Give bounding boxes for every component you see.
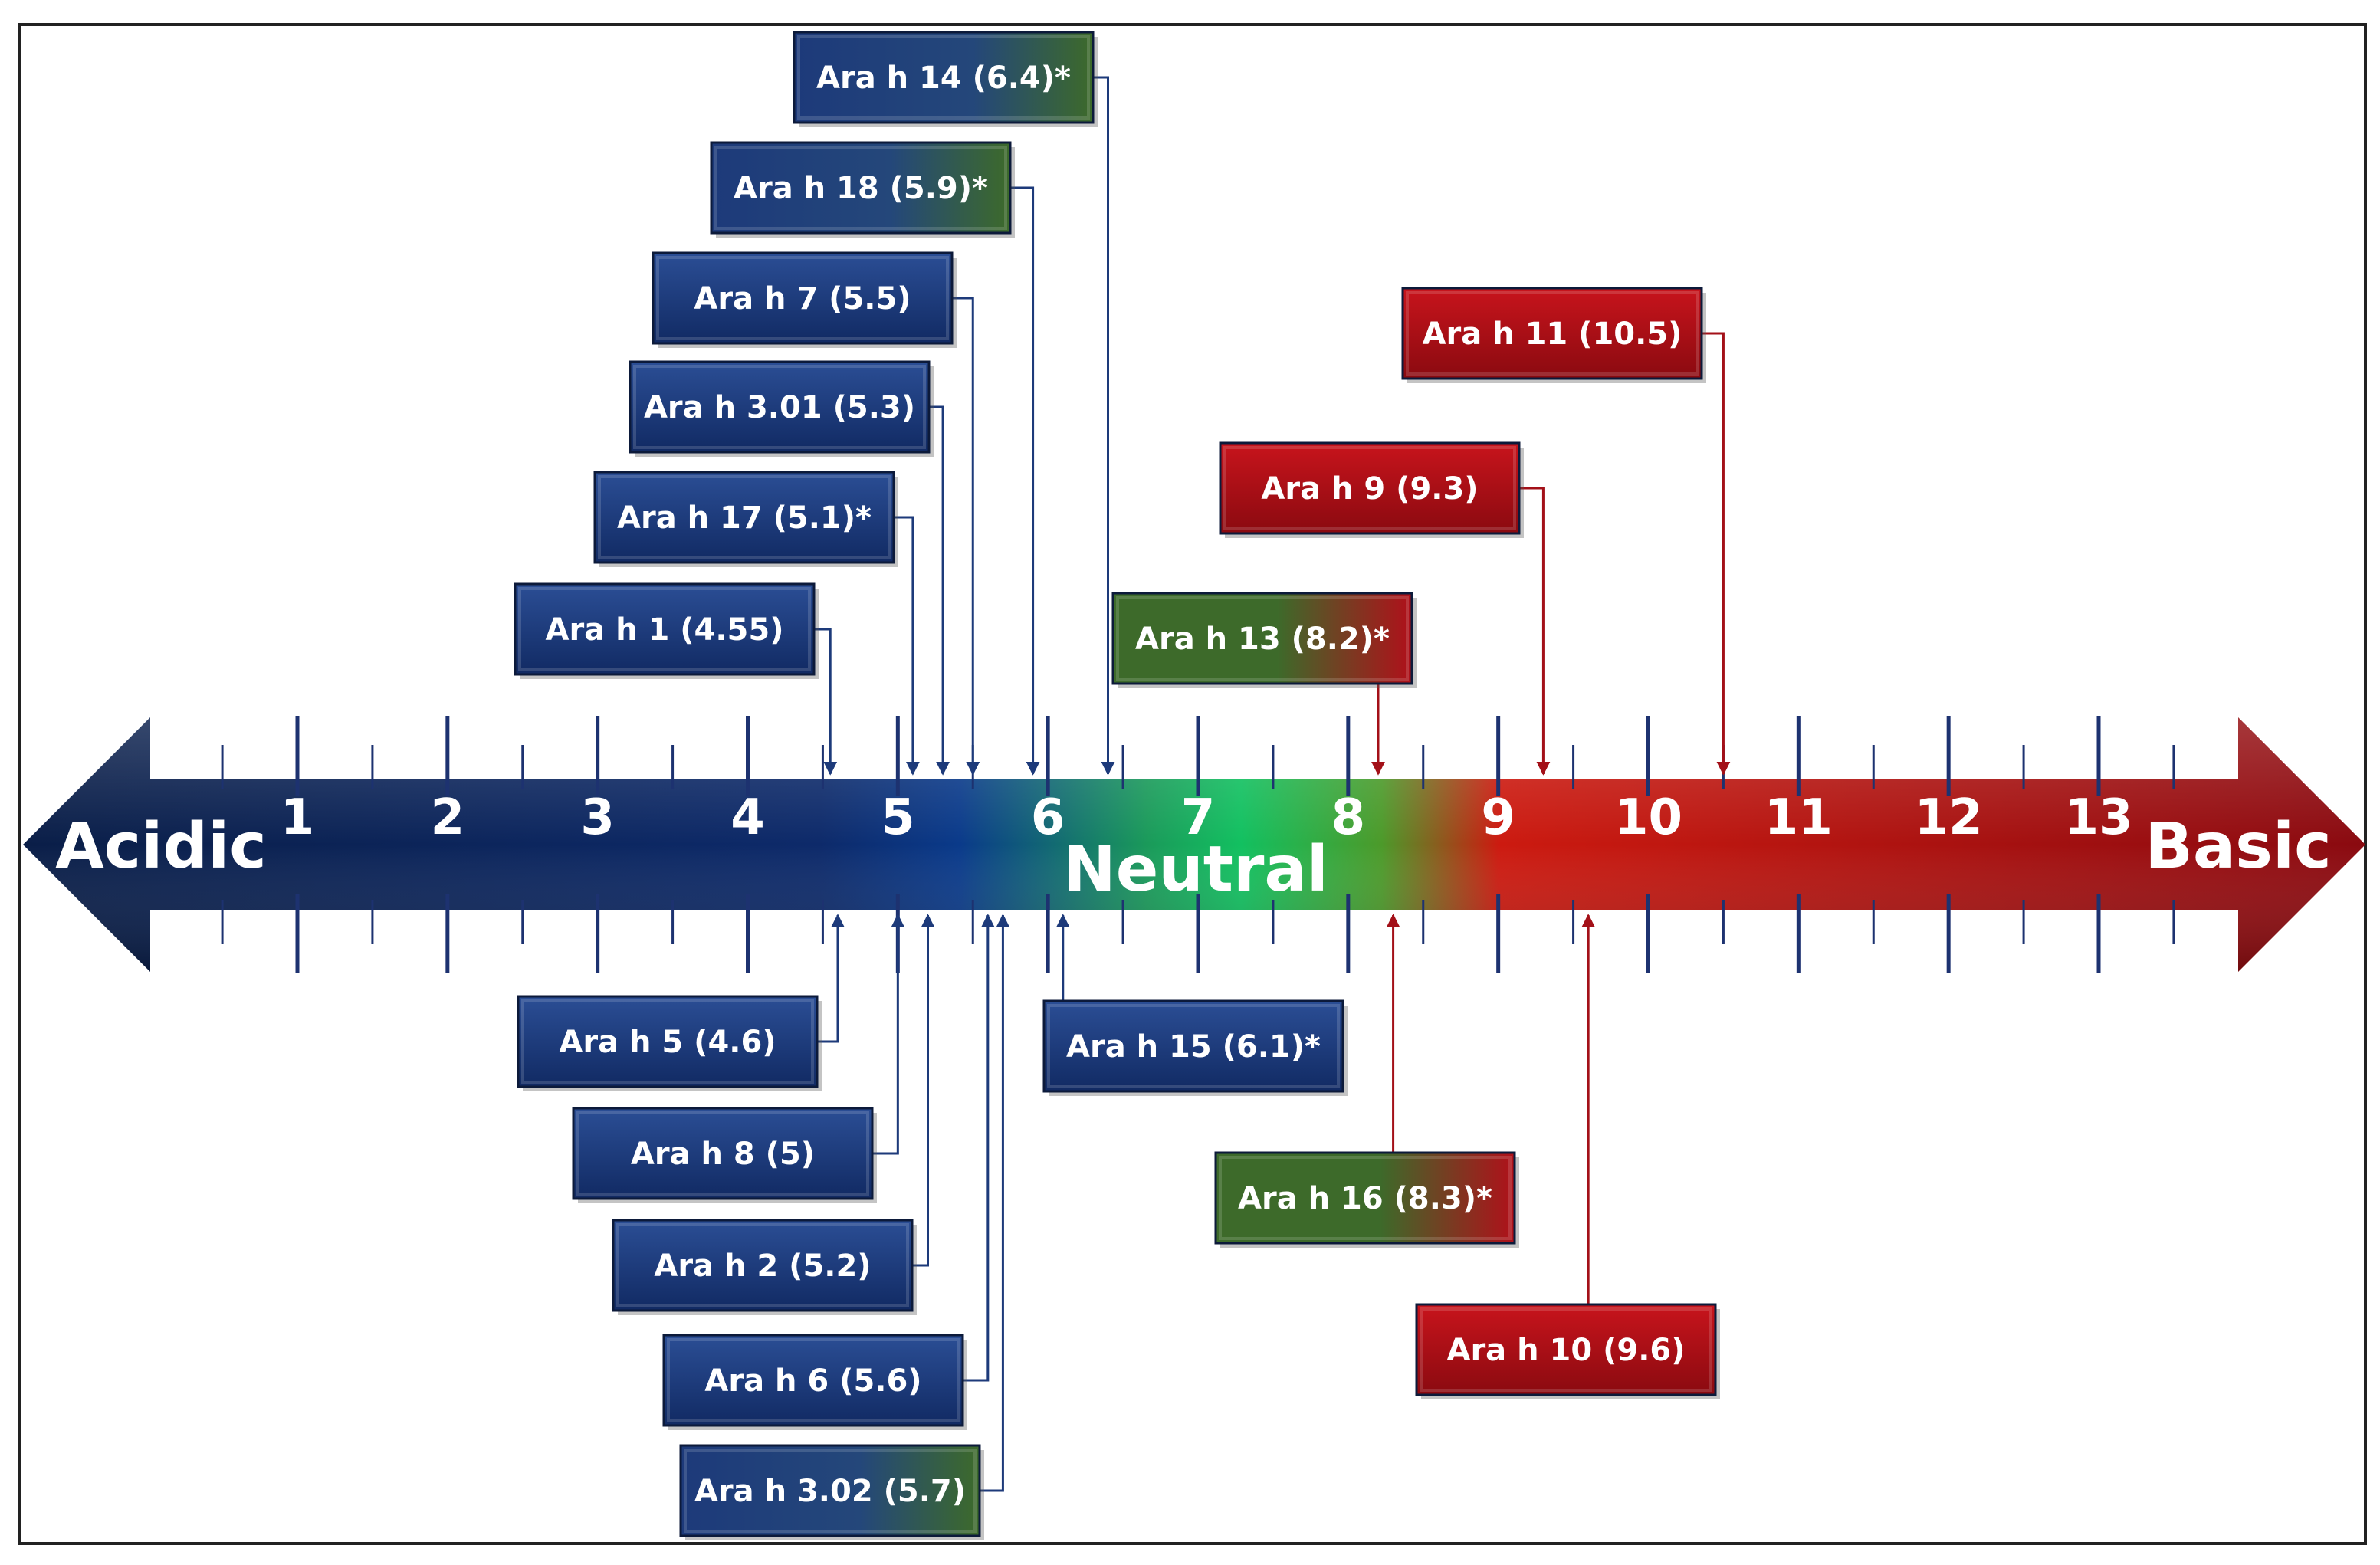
allergen-box: Ara h 9 (9.3) — [1219, 441, 1524, 538]
allergen-label: Ara h 9 (9.3) — [1261, 471, 1478, 507]
ph-number-label: 1 — [281, 789, 315, 846]
allergen-box: Ara h 15 (6.1)* — [1042, 999, 1348, 1096]
allergen-box: Ara h 13 (8.2)* — [1111, 592, 1417, 688]
allergen-box: Ara h 17 (5.1)* — [593, 471, 898, 567]
allergen-box: Ara h 3.01 (5.3) — [629, 360, 934, 457]
allergen-label: Ara h 10 (9.6) — [1446, 1333, 1685, 1368]
allergen-label: Ara h 16 (8.3)* — [1238, 1181, 1492, 1216]
allergen-connector — [1702, 332, 1731, 776]
allergen-box: Ara h 7 (5.5) — [652, 251, 957, 348]
allergen-box: Ara h 3.02 (5.7) — [679, 1444, 984, 1540]
allergen-label: Ara h 2 (5.2) — [654, 1248, 871, 1284]
allergen-label: Ara h 13 (8.2)* — [1135, 622, 1390, 657]
ph-number-label: 11 — [1764, 789, 1833, 846]
allergen-box: Ara h 10 (9.6) — [1415, 1303, 1720, 1399]
allergen-boxes: Ara h 14 (6.4)* Ara h 18 (5.9)* Ara h 7 (5… — [514, 31, 1720, 1540]
allergen-connector — [1581, 914, 1715, 1351]
allergen-box: Ara h 16 (8.3)* — [1214, 1151, 1519, 1248]
allergen-box: Ara h 2 (5.2) — [612, 1219, 917, 1315]
allergen-label: Ara h 6 (5.6) — [704, 1363, 921, 1399]
allergen-label: Ara h 14 (6.4)* — [816, 61, 1071, 96]
allergen-box: Ara h 18 (5.9)* — [710, 141, 1015, 238]
allergen-connector — [929, 405, 950, 776]
neutral-label: Neutral — [1063, 833, 1328, 906]
basic-label: Basic — [2145, 810, 2331, 883]
allergen-label: Ara h 3.02 (5.7) — [694, 1474, 966, 1509]
axis-ticks — [221, 716, 2175, 973]
ph-number-label: 4 — [730, 789, 765, 846]
ph-number-label: 6 — [1031, 789, 1065, 846]
allergen-connector — [1093, 76, 1115, 776]
ph-number-label: 5 — [881, 789, 915, 846]
acidic-label: Acidic — [55, 810, 267, 883]
ph-number-label: 3 — [580, 789, 615, 846]
ph-number-label: 9 — [1481, 789, 1515, 846]
ph-number-label: 7 — [1181, 789, 1216, 846]
allergen-connector — [894, 516, 920, 776]
allergen-connector — [980, 914, 1010, 1492]
allergen-connector — [952, 297, 980, 776]
allergen-connector — [1519, 487, 1551, 776]
allergen-label: Ara h 18 (5.9)* — [734, 171, 988, 206]
allergen-connector — [963, 914, 995, 1382]
allergen-box: Ara h 8 (5) — [572, 1107, 877, 1203]
allergen-label: Ara h 3.01 (5.3) — [644, 390, 915, 425]
ph-number-label: 8 — [1331, 789, 1366, 846]
allergen-box: Ara h 1 (4.55) — [514, 582, 819, 679]
ph-number-label: 12 — [1915, 789, 1983, 846]
allergen-label: Ara h 8 (5) — [631, 1137, 815, 1172]
allergen-connector — [814, 628, 838, 776]
allergen-box: Ara h 11 (10.5) — [1401, 287, 1706, 383]
allergen-label: Ara h 11 (10.5) — [1423, 317, 1682, 352]
ph-number-label: 2 — [431, 789, 465, 846]
allergen-connector — [872, 914, 905, 1155]
allergen-box: Ara h 6 (5.6) — [662, 1334, 967, 1430]
ph-number-label: 13 — [2064, 789, 2132, 846]
allergen-label: Ara h 1 (4.55) — [545, 612, 783, 648]
allergen-connector — [817, 914, 845, 1043]
ph-number-label: 10 — [1614, 789, 1682, 846]
allergen-connector — [912, 914, 935, 1267]
allergen-box: Ara h 14 (6.4)* — [793, 31, 1098, 127]
allergen-label: Ara h 5 (4.6) — [559, 1025, 776, 1060]
allergen-connector — [1010, 186, 1040, 776]
ph-axis-arrow — [23, 717, 2365, 972]
allergen-label: Ara h 15 (6.1)* — [1066, 1029, 1321, 1065]
allergen-label: Ara h 17 (5.1)* — [617, 500, 872, 536]
allergen-label: Ara h 7 (5.5) — [694, 281, 911, 317]
axis-number-labels: 1 2 3 4 5 6 7 8 9 10 11 12 13 — [281, 789, 2133, 846]
allergen-box: Ara h 5 (4.6) — [517, 995, 822, 1091]
